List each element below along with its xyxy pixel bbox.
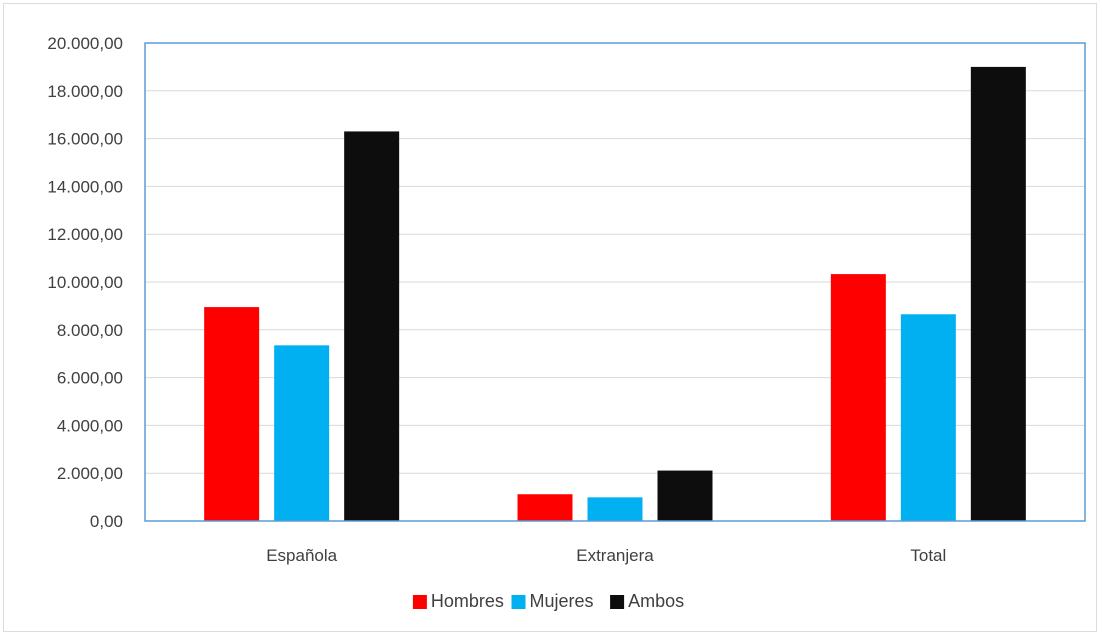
bar-mujeres-2 [587, 497, 643, 521]
y-tick-label: 8.000,00 [57, 321, 123, 340]
plot-area-border [144, 42, 1086, 522]
bar-hombres-2 [517, 494, 573, 521]
x-tick-label: Extranjera [576, 546, 654, 565]
legend-swatch-hombres [412, 595, 427, 609]
y-tick-label: 16.000,00 [47, 130, 123, 149]
bar-ambos-1 [344, 131, 400, 521]
bar-mujeres-1 [274, 345, 330, 521]
y-tick-label: 12.000,00 [47, 225, 123, 244]
legend: Hombres Mujeres Ambos [412, 591, 684, 611]
y-tick-label: 2.000,00 [57, 464, 123, 483]
bar-hombres-3 [830, 274, 886, 521]
y-tick-label: 10.000,00 [47, 273, 123, 292]
x-tick-label: Española [266, 546, 337, 565]
legend-swatch-mujeres [511, 595, 526, 609]
legend-label-mujeres: Mujeres [530, 591, 594, 611]
bar-ambos-3 [970, 66, 1026, 522]
y-tick-label: 20.000,00 [47, 34, 123, 53]
bar-chart: 0,00 2.000,00 4.000,00 6.000,00 8.000,00 10.0… [47, 34, 1086, 611]
bar-mujeres-3 [900, 314, 956, 521]
bars [204, 66, 1026, 522]
x-tick-label: Total [910, 546, 946, 565]
y-axis: 0,00 2.000,00 4.000,00 6.000,00 8.000,00 10.0… [47, 34, 123, 531]
legend-label-hombres: Hombres [431, 591, 504, 611]
y-tick-label: 6.000,00 [57, 369, 123, 388]
bar-hombres-1 [204, 307, 260, 521]
y-tick-label: 18.000,00 [47, 82, 123, 101]
y-tick-label: 14.000,00 [47, 177, 123, 196]
bar-ambos-2 [657, 470, 713, 521]
y-tick-label: 4.000,00 [57, 416, 123, 435]
legend-label-ambos: Ambos [628, 591, 684, 611]
x-axis: Española Extranjera Total [266, 546, 946, 565]
y-tick-label: 0,00 [90, 512, 123, 531]
chart-frame: 0,00 2.000,00 4.000,00 6.000,00 8.000,00 10.0… [3, 3, 1097, 632]
legend-swatch-ambos [610, 595, 625, 609]
